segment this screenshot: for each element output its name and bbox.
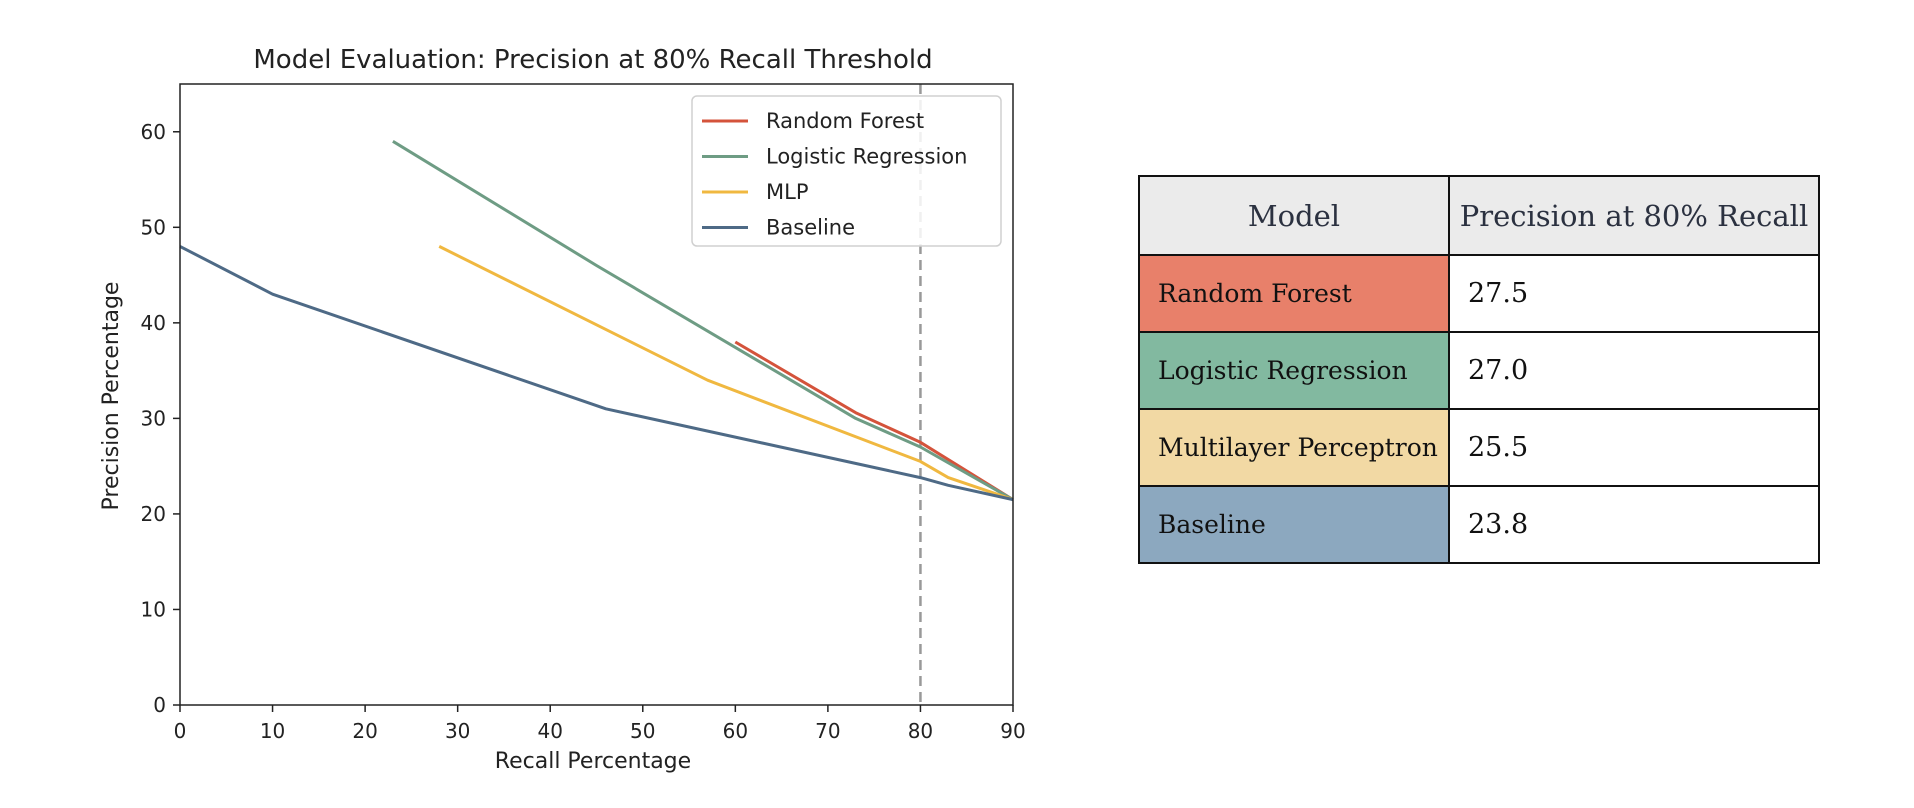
- y-tick-label-0: 0: [153, 693, 166, 717]
- y-tick-label-30: 30: [141, 406, 166, 430]
- x-tick-label-30: 30: [445, 719, 470, 743]
- legend-label-mlp: MLP: [766, 180, 808, 204]
- y-axis-label: Precision Percentage: [99, 282, 124, 511]
- row-random-forest-model: Random Forest: [1138, 254, 1450, 333]
- y-tick-label-10: 10: [141, 597, 166, 621]
- table-row: Logistic Regression 27.0: [1138, 331, 1820, 410]
- x-tick-label-20: 20: [352, 719, 377, 743]
- y-tick-label-40: 40: [141, 311, 166, 335]
- plot-area: 0 10 20 30 40 50 60 70 80 90 0 10 20 30 40 50 60 Random F…: [141, 83, 1026, 743]
- x-tick-label-40: 40: [537, 719, 562, 743]
- header-precision: Precision at 80% Recall: [1448, 175, 1820, 256]
- row-random-forest-value: 27.5: [1448, 254, 1820, 333]
- row-baseline-value: 23.8: [1448, 485, 1820, 564]
- legend-label-logistic-regression: Logistic Regression: [766, 145, 967, 169]
- series-line-random-forest: [734, 340, 1014, 501]
- x-tick-label-50: 50: [630, 719, 655, 743]
- series-line-logistic-regression: [392, 140, 1014, 501]
- x-tick-label-90: 90: [1000, 719, 1025, 743]
- y-tick-label-60: 60: [141, 120, 166, 144]
- table-row: Baseline 23.8: [1138, 485, 1820, 564]
- row-mlp-value: 25.5: [1448, 408, 1820, 487]
- series-line-mlp: [438, 245, 1014, 502]
- x-tick-label-80: 80: [908, 719, 933, 743]
- plot-frame: [179, 83, 1014, 706]
- table-header-row: Model Precision at 80% Recall: [1138, 175, 1820, 256]
- x-tick-label-10: 10: [260, 719, 285, 743]
- x-tick-label-0: 0: [174, 719, 187, 743]
- y-tick-label-50: 50: [141, 215, 166, 239]
- table-row: Multilayer Perceptron 25.5: [1138, 408, 1820, 487]
- chart-title: Model Evaluation: Precision at 80% Recal…: [253, 45, 932, 75]
- legend-box: [691, 95, 1002, 247]
- row-logistic-regression-value: 27.0: [1448, 331, 1820, 410]
- y-tick-label-20: 20: [141, 502, 166, 526]
- x-tick-label-60: 60: [723, 719, 748, 743]
- row-mlp-model: Multilayer Perceptron: [1138, 408, 1450, 487]
- table-row: Random Forest 27.5: [1138, 254, 1820, 333]
- series-line-baseline: [179, 245, 1014, 502]
- legend-label-baseline: Baseline: [766, 216, 855, 240]
- results-table: Model Precision at 80% Recall Random For…: [1138, 175, 1820, 564]
- row-baseline-model: Baseline: [1138, 485, 1450, 564]
- x-tick-label-70: 70: [815, 719, 840, 743]
- legend-label-random-forest: Random Forest: [766, 109, 924, 133]
- row-logistic-regression-model: Logistic Regression: [1138, 331, 1450, 410]
- header-model: Model: [1138, 175, 1450, 256]
- x-axis-label: Recall Percentage: [495, 749, 691, 774]
